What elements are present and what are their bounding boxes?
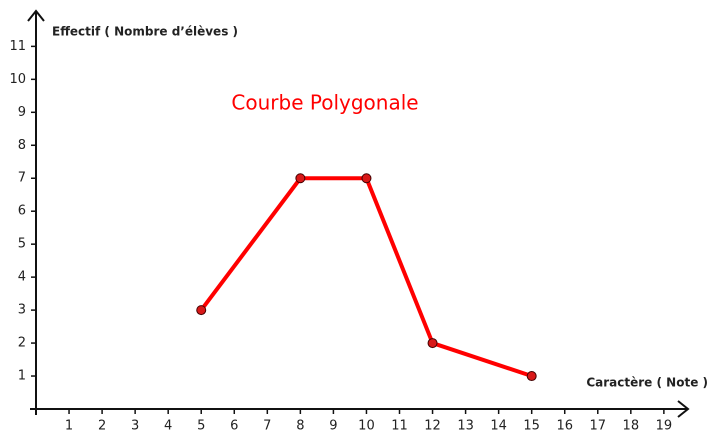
- data-point: [295, 173, 306, 184]
- x-tick-label: 10: [358, 419, 375, 432]
- x-tick-label: 3: [131, 419, 139, 432]
- y-tick-label: 9: [18, 105, 26, 120]
- y-tick-label: 8: [18, 138, 26, 153]
- x-tick-label: 11: [391, 419, 408, 432]
- x-tick-label: 18: [623, 419, 640, 432]
- y-axis-label: Effectif ( Nombre d’élèves ): [52, 25, 238, 39]
- x-axis-arrow: [677, 400, 690, 418]
- y-tick-label: 3: [18, 303, 26, 318]
- y-tick-label: 6: [18, 204, 26, 219]
- x-tick-label: 13: [457, 419, 474, 432]
- x-tick-label: 8: [296, 419, 304, 432]
- x-tick-label: 14: [490, 419, 507, 432]
- y-tick-label: 5: [18, 237, 26, 252]
- y-tick-label: 4: [18, 270, 26, 285]
- y-tick-label: 10: [9, 72, 26, 87]
- y-tick-label: 7: [18, 171, 26, 186]
- chart-title: Courbe Polygonale: [231, 91, 418, 115]
- y-tick-label: 2: [18, 336, 26, 351]
- x-tick-label: 16: [556, 419, 573, 432]
- y-tick-label: 1: [18, 369, 26, 384]
- x-tick-label: 15: [523, 419, 540, 432]
- y-axis-arrow: [27, 9, 45, 22]
- x-tick-label: 5: [197, 419, 205, 432]
- x-axis-label: Caractère ( Note ): [586, 376, 708, 390]
- x-tick-label: 17: [590, 419, 607, 432]
- data-point: [196, 305, 207, 316]
- x-tick-label: 1: [65, 419, 73, 432]
- x-tick-label: 2: [98, 419, 106, 432]
- data-point: [427, 338, 438, 349]
- x-tick-label: 4: [164, 419, 172, 432]
- x-tick-label: 6: [230, 419, 238, 432]
- x-tick-label: 12: [424, 419, 441, 432]
- x-tick-label: 9: [329, 419, 337, 432]
- data-point: [526, 371, 537, 382]
- x-tick-label: 7: [263, 419, 271, 432]
- y-tick-label: 11: [9, 39, 26, 54]
- x-tick-label: 19: [656, 419, 673, 432]
- data-point: [361, 173, 372, 184]
- data-line: [199, 176, 533, 378]
